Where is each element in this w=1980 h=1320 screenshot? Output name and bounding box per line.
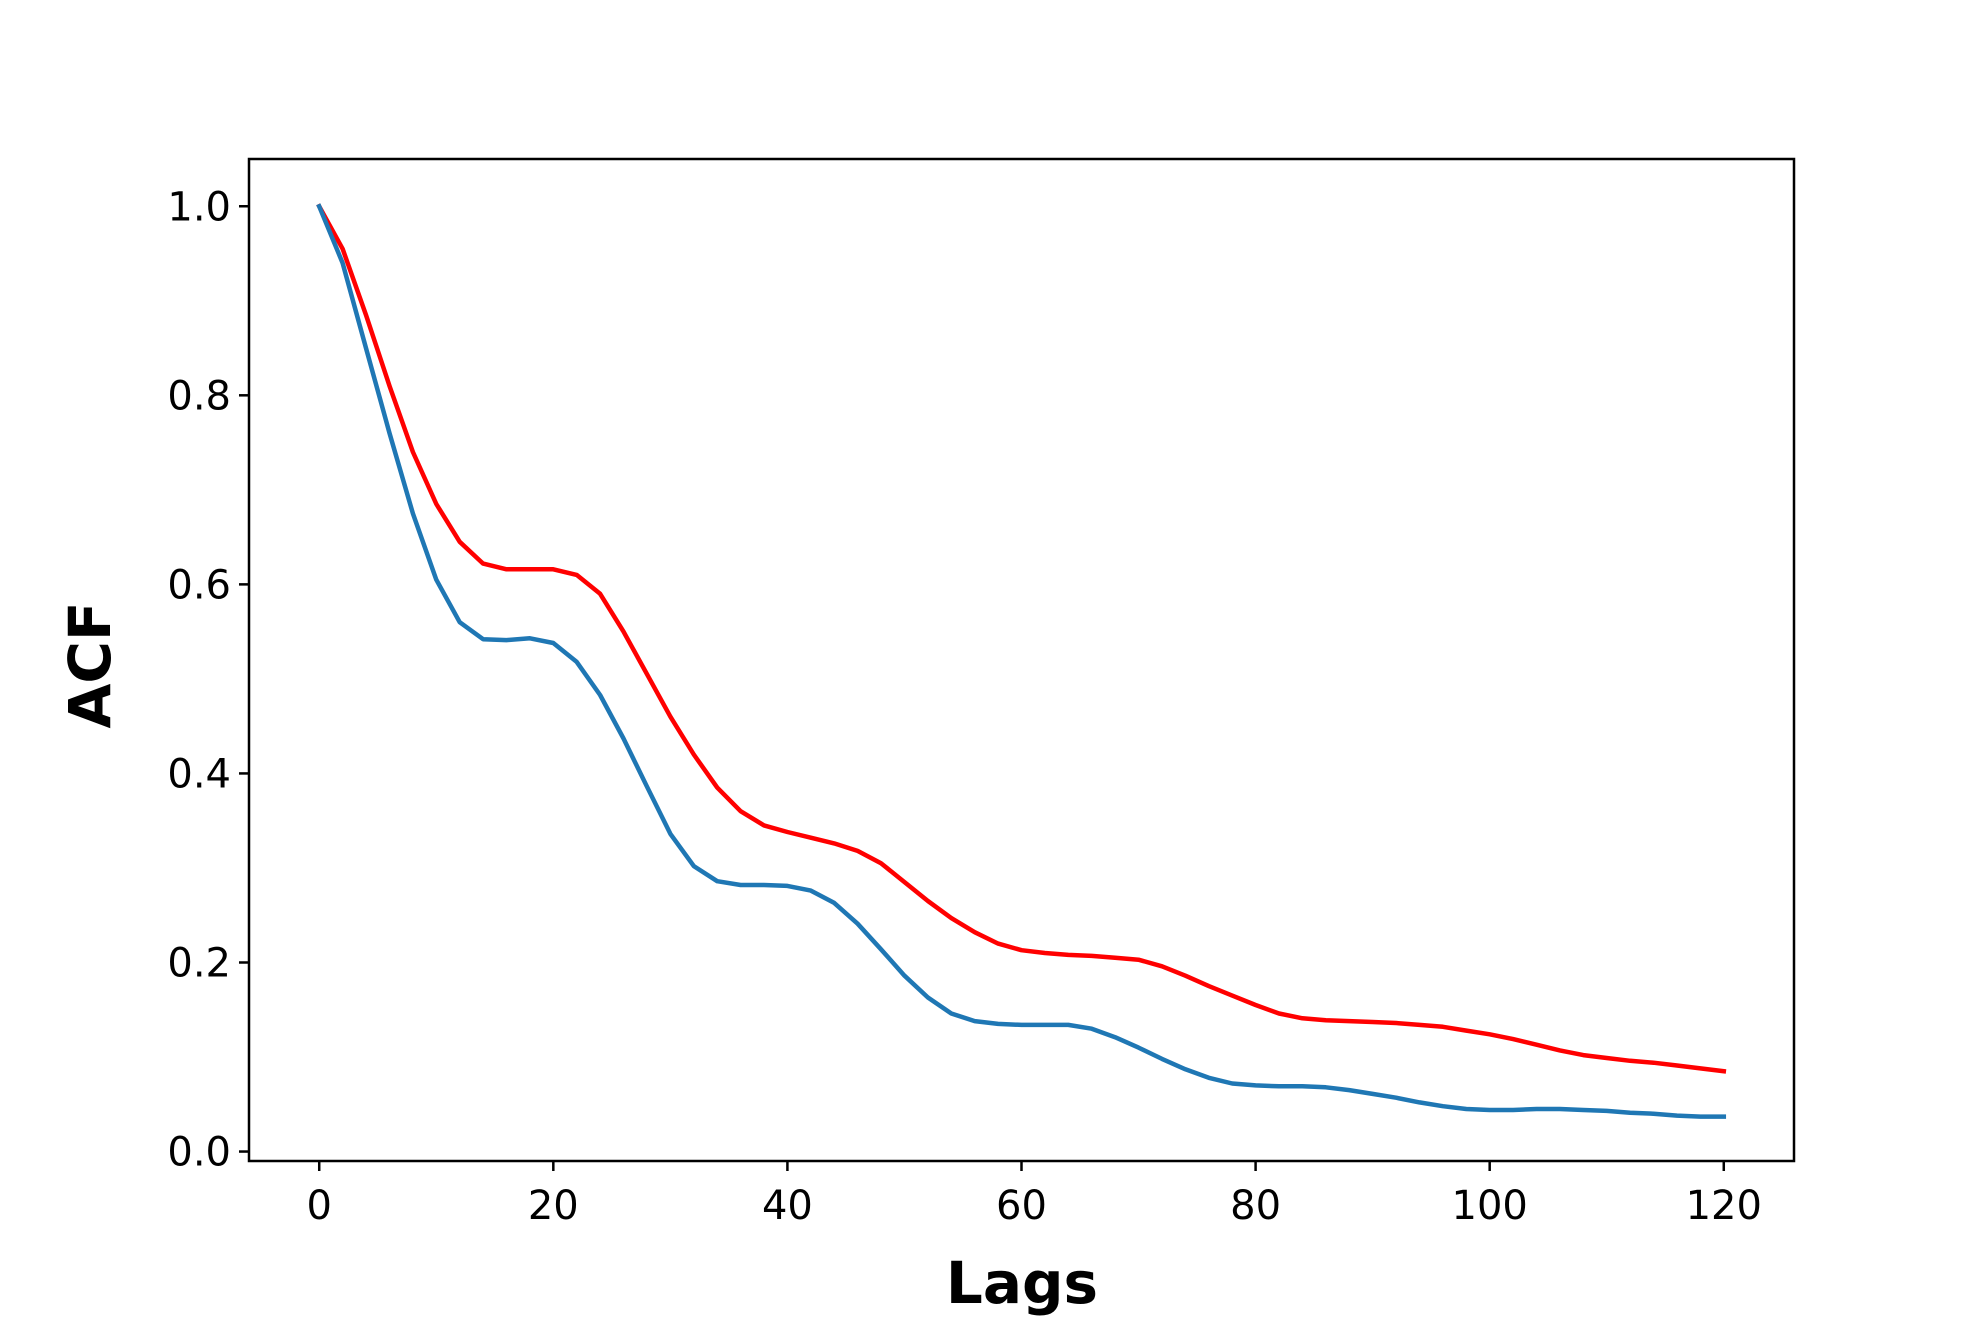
series-line-1 xyxy=(316,203,1727,1119)
y-tick-label: 0.6 xyxy=(167,562,231,608)
y-tick-label: 0.8 xyxy=(167,373,231,419)
x-tick-label: 80 xyxy=(1230,1183,1281,1229)
series-line-0 xyxy=(316,203,1727,1074)
y-tick-label: 0.2 xyxy=(167,940,231,986)
y-axis-label: ACF xyxy=(56,601,124,728)
x-tick-label: 60 xyxy=(996,1183,1047,1229)
x-tick-label: 0 xyxy=(307,1183,332,1229)
x-tick-label: 40 xyxy=(762,1183,813,1229)
x-axis-label: Lags xyxy=(946,1249,1098,1317)
x-tick-label: 20 xyxy=(528,1183,579,1229)
y-tick-label: 0.4 xyxy=(167,751,231,797)
ticks-layer: 0 20 40 60 80 100 120 0.0 0.2 0.4 0.6 0.8 1.0 xyxy=(167,184,1762,1229)
y-tick-label: 0.0 xyxy=(167,1130,231,1176)
y-tick-label: 1.0 xyxy=(167,184,231,230)
series-layer xyxy=(316,203,1727,1119)
x-tick-label: 120 xyxy=(1686,1183,1762,1229)
x-tick-label: 100 xyxy=(1452,1183,1528,1229)
